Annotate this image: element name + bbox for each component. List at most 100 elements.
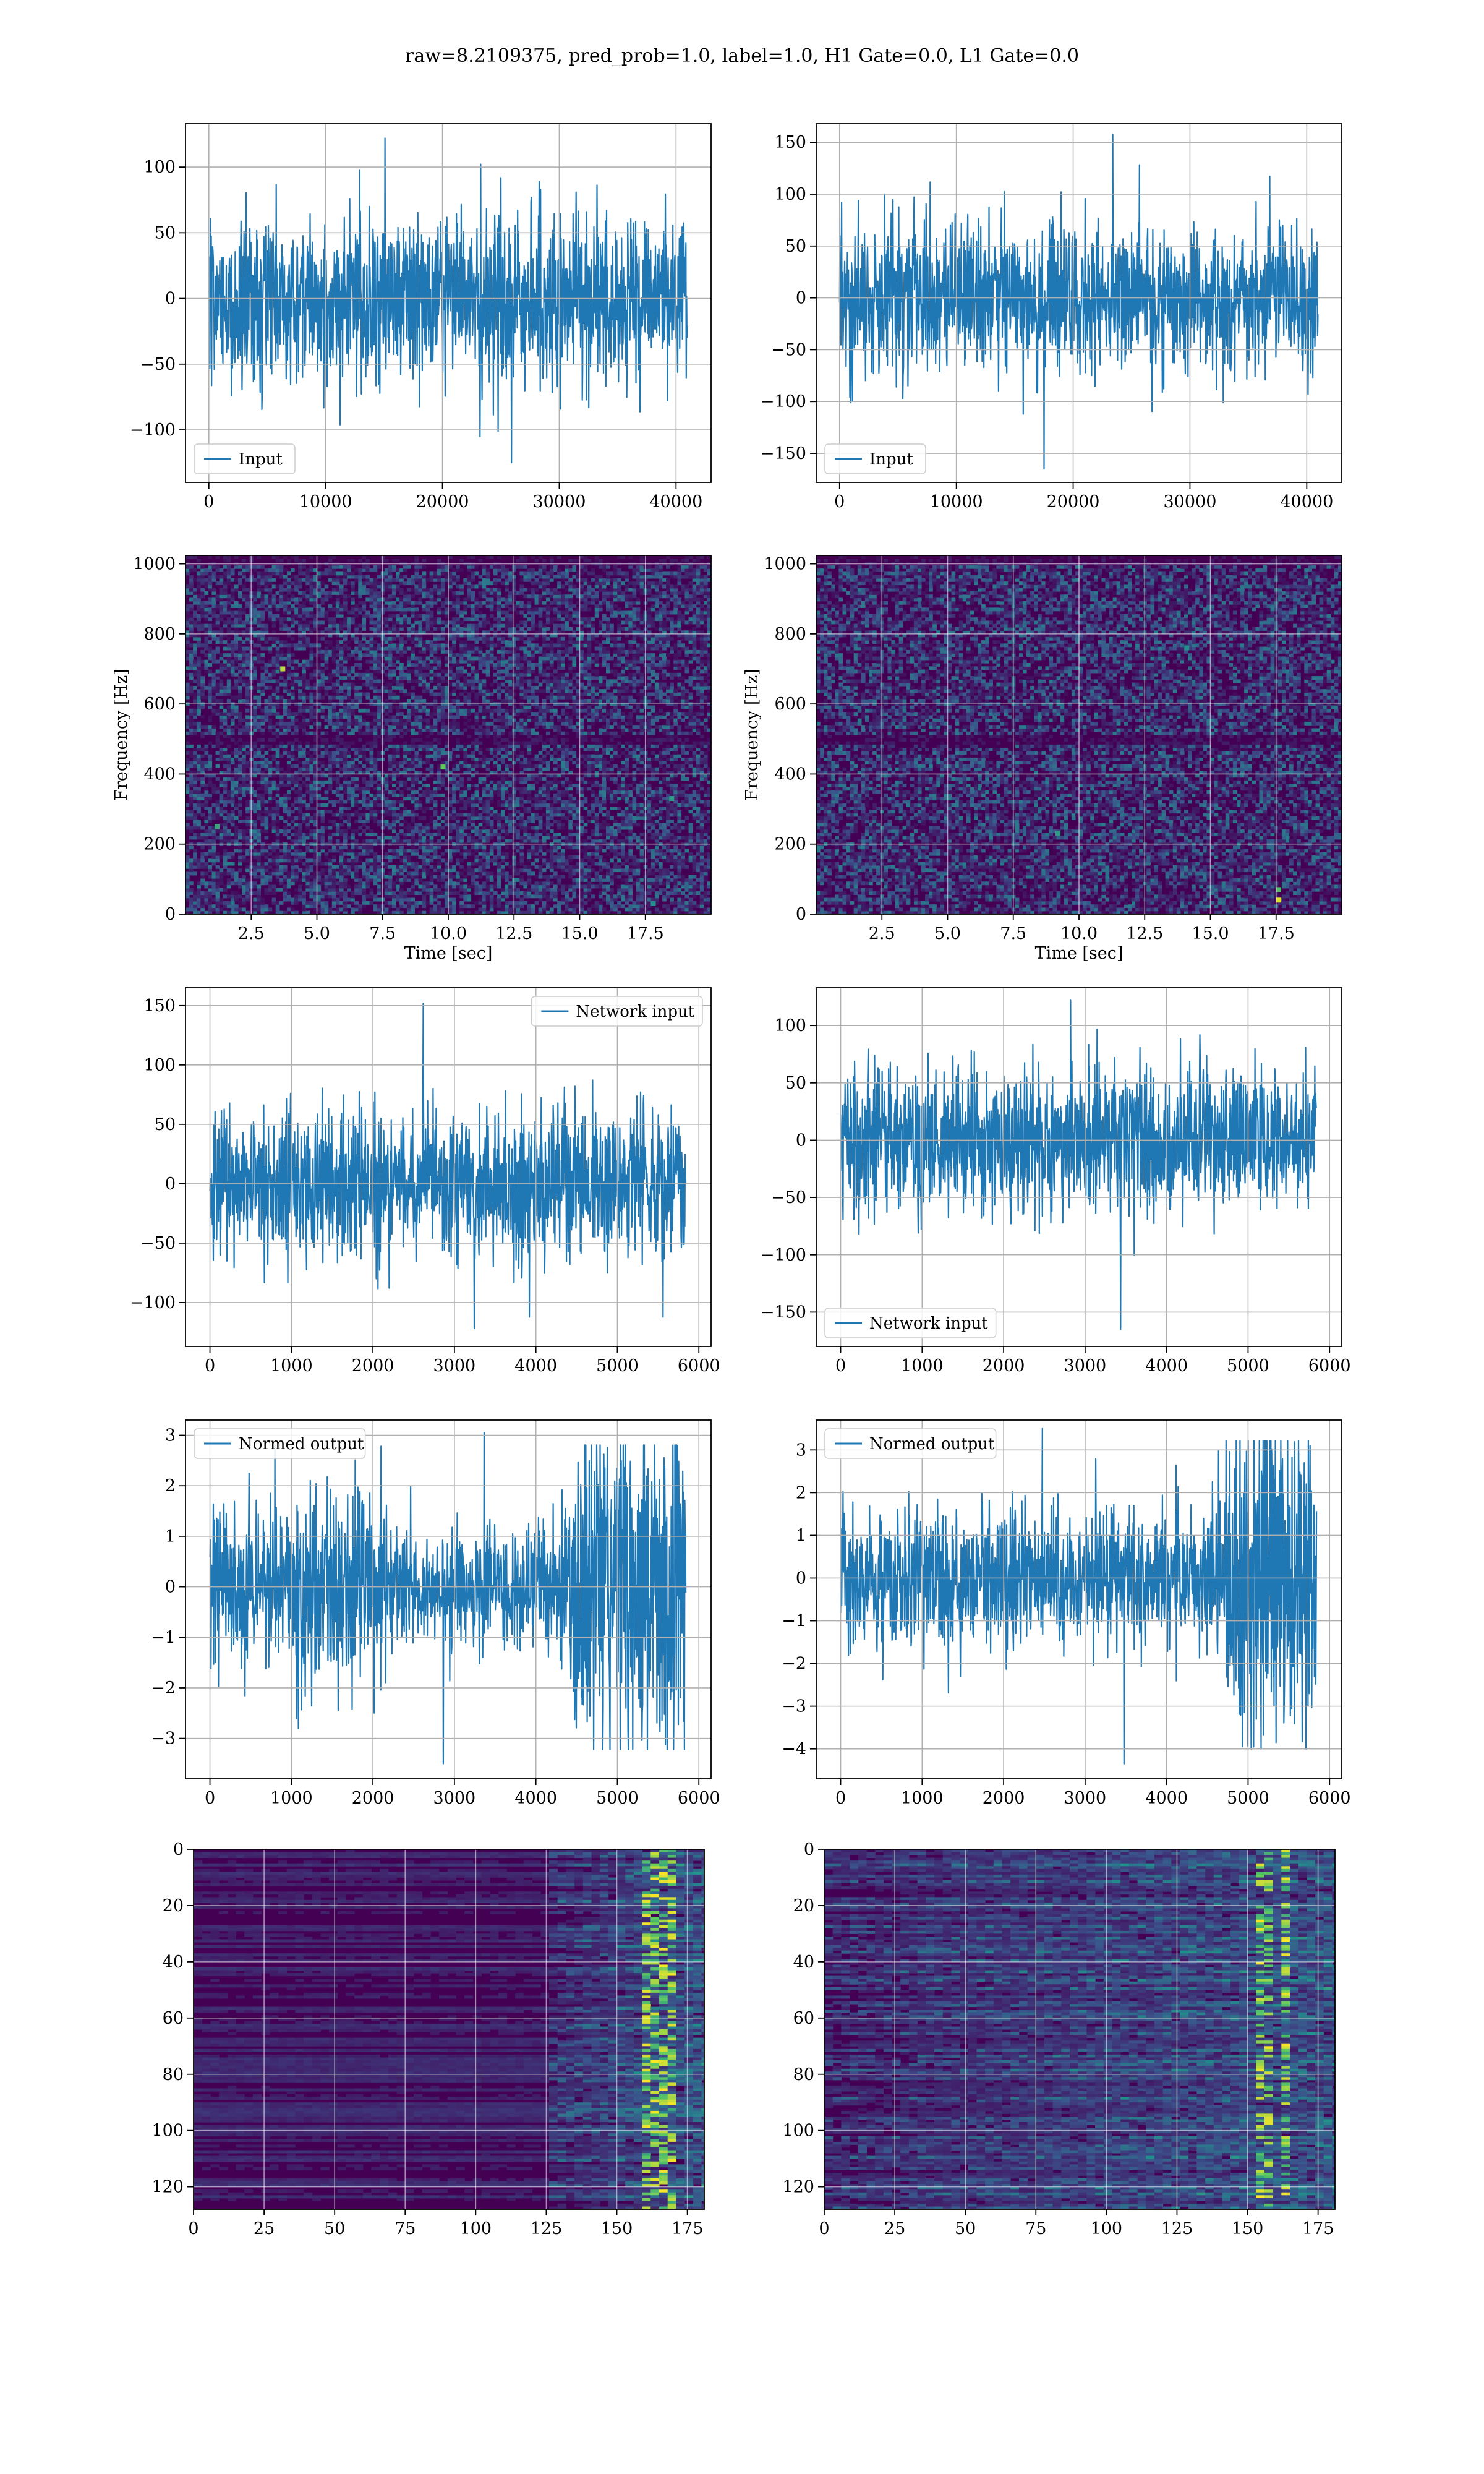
h1-spectrogram-cell bbox=[320, 669, 325, 674]
h1-spectrogram-cell bbox=[197, 620, 201, 625]
h1-spectrogram-cell bbox=[253, 790, 257, 794]
h1-spectrogram-cell bbox=[335, 614, 340, 618]
h1-spectrogram-cell bbox=[211, 888, 216, 892]
h1-spectrogram-cell bbox=[291, 833, 295, 837]
h1-spectrogram-cell bbox=[347, 858, 351, 863]
h1-spectrogram-cell bbox=[309, 829, 314, 833]
h1-spectrogram-cell bbox=[347, 865, 351, 869]
h1-spectrogram-cell bbox=[208, 640, 213, 644]
h1-spectrogram-cell bbox=[208, 718, 213, 722]
h1-spectrogram-cell bbox=[388, 875, 393, 879]
h1-spectrogram-cell bbox=[268, 852, 273, 856]
h1-spectrogram-cell bbox=[343, 807, 348, 810]
h1-spectrogram-cell bbox=[429, 849, 434, 853]
h1-spectrogram-cell bbox=[275, 901, 280, 905]
h1-spectrogram-cell bbox=[403, 836, 407, 840]
h1-spectrogram-panel: 2.5 5.0 7.5 10.0 12.5 15.0 17.5020040060080010… bbox=[112, 555, 712, 963]
h1-spectrogram-cell bbox=[414, 708, 419, 713]
h1-spectrogram-cell bbox=[433, 633, 438, 638]
h1-spectrogram-cell bbox=[302, 578, 306, 582]
h1-spectrogram-cell bbox=[331, 630, 336, 635]
h1-spectrogram-cell bbox=[197, 790, 201, 794]
h1-spectrogram-cell bbox=[211, 653, 216, 657]
h1-spectrogram-cell bbox=[362, 754, 367, 758]
h1-spectrogram-cell bbox=[211, 689, 216, 693]
h1-spectrogram-cell bbox=[433, 659, 438, 664]
h1-spectrogram-cell bbox=[253, 771, 257, 774]
h1-spectrogram-cell bbox=[242, 751, 246, 755]
h1-spectrogram-cell bbox=[347, 682, 351, 687]
h1-spectrogram-cell bbox=[200, 855, 205, 859]
h1-spectrogram-cell bbox=[414, 761, 419, 765]
h1-spectrogram-cell bbox=[331, 689, 336, 693]
h1-spectrogram-cell bbox=[324, 731, 329, 735]
h1-spectrogram-cell bbox=[407, 692, 411, 696]
h1-spectrogram-cell bbox=[396, 578, 400, 582]
h1-spectrogram-cell bbox=[204, 604, 209, 608]
h1-spectrogram-cell bbox=[369, 649, 374, 654]
h1-spectrogram-cell bbox=[391, 646, 396, 651]
h1-spectrogram-cell bbox=[373, 669, 378, 674]
h1-spectrogram-cell bbox=[414, 777, 419, 781]
h1-spectrogram-cell bbox=[245, 646, 250, 651]
h1-spectrogram-cell bbox=[391, 820, 396, 823]
h1-spectrogram-cell bbox=[391, 721, 396, 726]
h1-spectrogram-cell bbox=[384, 689, 389, 693]
h1-spectrogram-cell bbox=[433, 780, 438, 784]
h1-spectrogram-cell bbox=[425, 868, 430, 873]
h1-spectrogram-cell bbox=[425, 663, 430, 667]
h1-spectrogram-cell bbox=[347, 640, 351, 644]
h1-spectrogram-cell bbox=[362, 901, 367, 905]
h1-spectrogram-cell bbox=[351, 761, 355, 765]
h1-spectrogram-cell bbox=[403, 744, 407, 748]
h1-spectrogram-cell bbox=[343, 800, 348, 804]
h1-spectrogram-cell bbox=[354, 725, 359, 729]
h1-spectrogram-cell bbox=[377, 757, 382, 761]
h1-spectrogram-cell bbox=[429, 858, 434, 863]
h1-spectrogram-cell bbox=[264, 816, 269, 820]
h1-spectrogram-cell bbox=[294, 666, 299, 670]
h1-spectrogram-cell bbox=[186, 816, 190, 820]
h1-spectrogram-cell bbox=[253, 712, 257, 716]
h1-spectrogram-cell bbox=[294, 676, 299, 680]
h1-spectrogram-cell bbox=[391, 620, 396, 625]
h1-spectrogram-cell bbox=[215, 617, 220, 622]
h1-spectrogram-cell bbox=[264, 787, 269, 791]
h1-spectrogram-cell bbox=[418, 584, 423, 589]
h1-spectrogram-cell bbox=[230, 780, 235, 784]
h1-spectrogram-cell bbox=[365, 731, 370, 735]
h1-spectrogram-cell bbox=[215, 764, 220, 768]
h1-spectrogram-cell bbox=[418, 565, 423, 569]
h1-spectrogram-cell bbox=[444, 767, 449, 771]
h1-spectrogram-cell bbox=[324, 793, 329, 797]
h1-spectrogram-cell bbox=[429, 692, 434, 696]
h1-spectrogram-cell bbox=[324, 597, 329, 602]
h1-spectrogram-cell bbox=[369, 728, 374, 732]
h1-spectrogram-cell bbox=[275, 614, 280, 618]
h1-spectrogram-cell bbox=[238, 836, 242, 840]
h1-spectrogram-cell bbox=[238, 787, 242, 791]
h1-spectrogram-cell bbox=[286, 699, 291, 703]
h1-spectrogram-cell bbox=[313, 715, 318, 719]
h1-spectrogram-cell bbox=[373, 715, 378, 719]
h1-spectrogram-cell bbox=[358, 653, 362, 657]
h1-spectrogram-cell bbox=[339, 721, 344, 726]
h1-spectrogram-cell bbox=[444, 820, 449, 823]
h1-input-ytick-label: −100 bbox=[130, 421, 176, 440]
h1-spectrogram-cell bbox=[422, 888, 427, 892]
h1-spectrogram-cell bbox=[354, 871, 359, 876]
h1-spectrogram-cell bbox=[226, 829, 231, 833]
h1-spectrogram-cell bbox=[242, 620, 246, 625]
h1-spectrogram-cell bbox=[260, 581, 265, 586]
h1-spectrogram-cell bbox=[291, 878, 295, 882]
h1-spectrogram-cell bbox=[253, 780, 257, 784]
h1-spectrogram-cell bbox=[358, 594, 362, 599]
h1-spectrogram-cell bbox=[309, 731, 314, 735]
h1-spectrogram-cell bbox=[418, 738, 423, 742]
h1-spectrogram-cell bbox=[279, 731, 284, 735]
h1-spectrogram-cell bbox=[365, 894, 370, 899]
h1-spectrogram-cell bbox=[339, 748, 344, 751]
h1-spectrogram-cell bbox=[238, 774, 242, 778]
h1-spectrogram-cell bbox=[377, 875, 382, 879]
h1-spectrogram-cell bbox=[226, 833, 231, 837]
